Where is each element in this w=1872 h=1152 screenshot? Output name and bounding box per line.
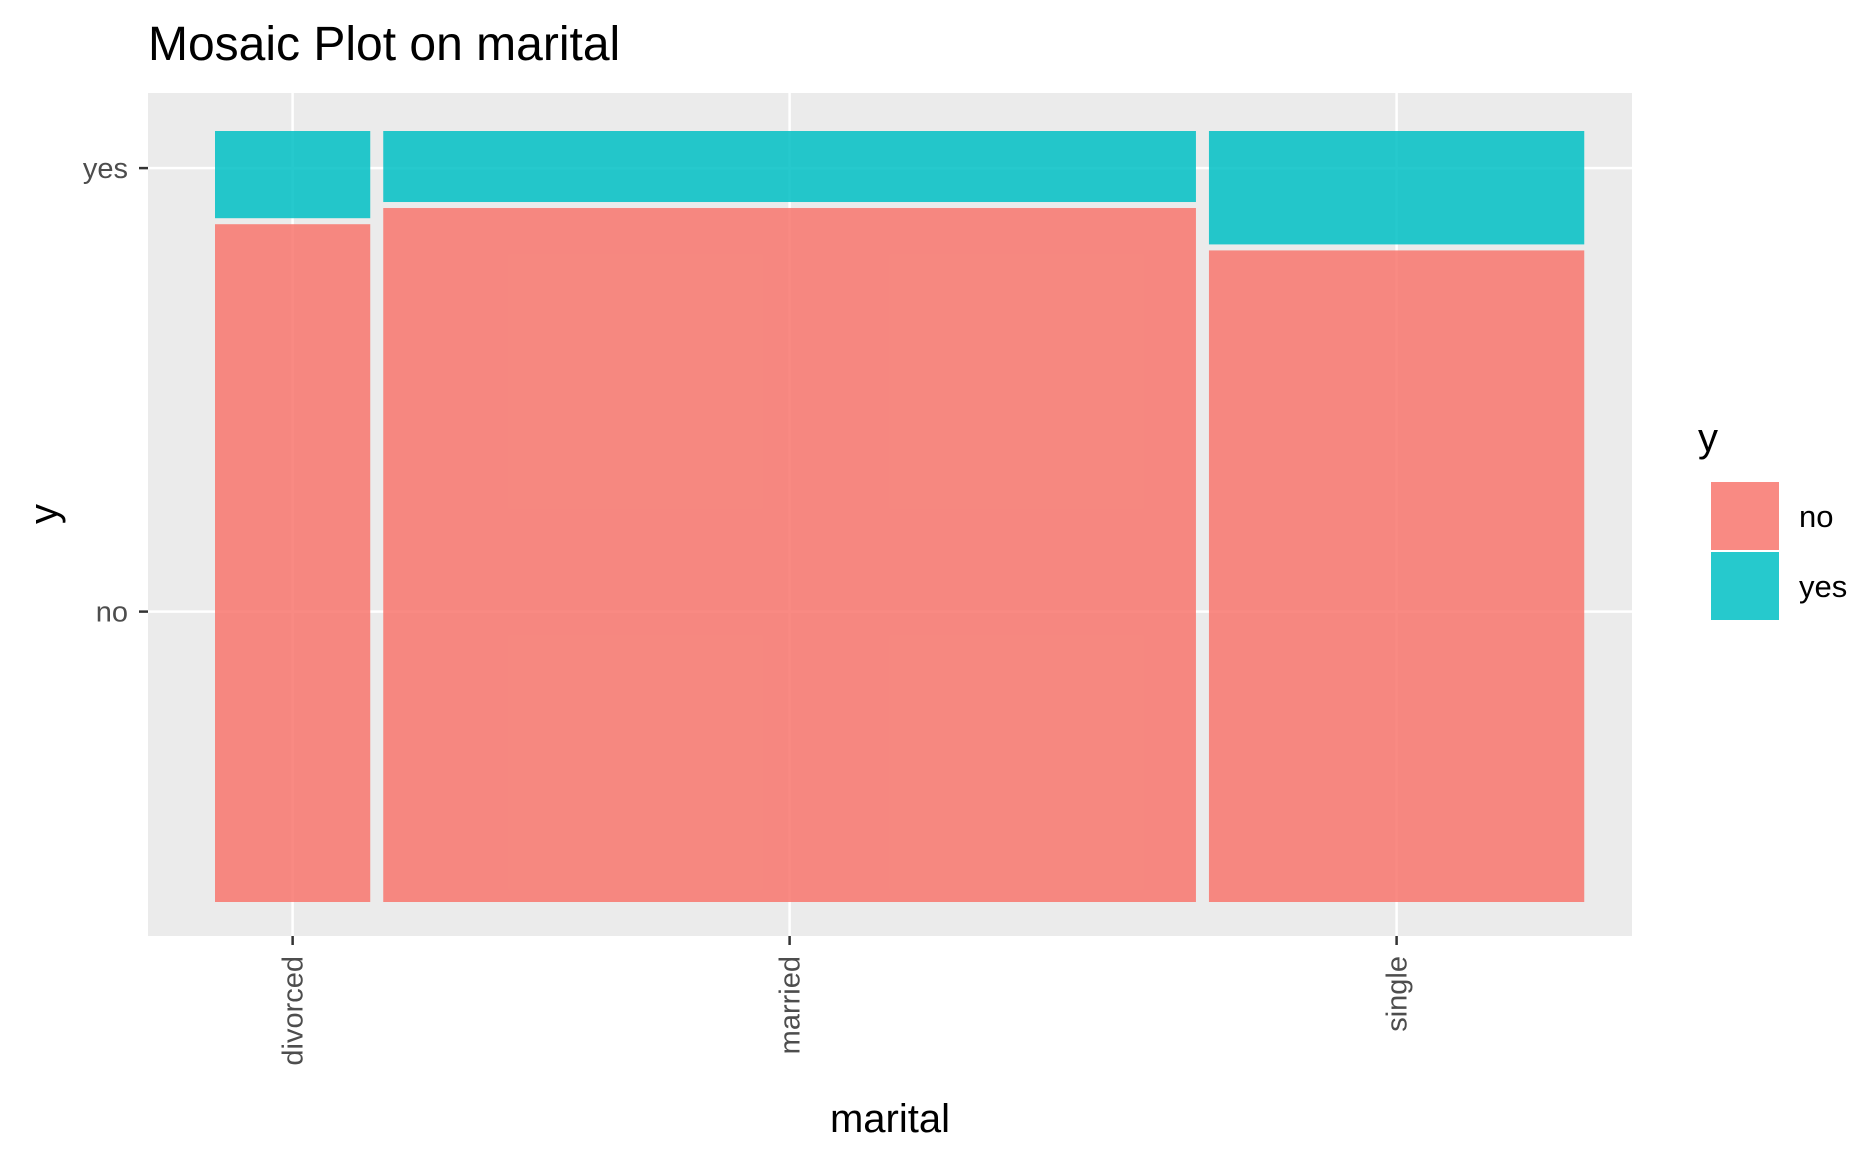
mosaic-tiles (215, 131, 1585, 903)
chart-title: Mosaic Plot on marital (148, 18, 620, 71)
tile-married-no (383, 208, 1196, 903)
tile-married-yes (383, 131, 1196, 203)
y-tick-label-yes: yes (83, 153, 128, 185)
tile-single-yes (1208, 131, 1585, 245)
tile-divorced-no (215, 224, 371, 902)
tile-divorced-yes (215, 131, 371, 219)
y-tick-label-no: no (96, 597, 128, 629)
x-tick-label-single: single (1382, 956, 1414, 1032)
y-axis: no yes (83, 153, 148, 629)
legend-key-no (1711, 482, 1779, 550)
legend: y no yes (1698, 416, 1847, 620)
legend-label-yes: yes (1799, 569, 1847, 604)
x-axis: divorced married single (278, 936, 1414, 1066)
legend-label-no: no (1799, 499, 1833, 534)
tile-single-no (1208, 250, 1585, 902)
y-axis-title: y (22, 504, 66, 524)
x-tick-label-divorced: divorced (278, 956, 310, 1066)
x-tick-label-married: married (775, 956, 807, 1054)
legend-title: y (1698, 416, 1718, 460)
legend-key-yes (1711, 552, 1779, 620)
x-axis-title: marital (830, 1097, 950, 1141)
